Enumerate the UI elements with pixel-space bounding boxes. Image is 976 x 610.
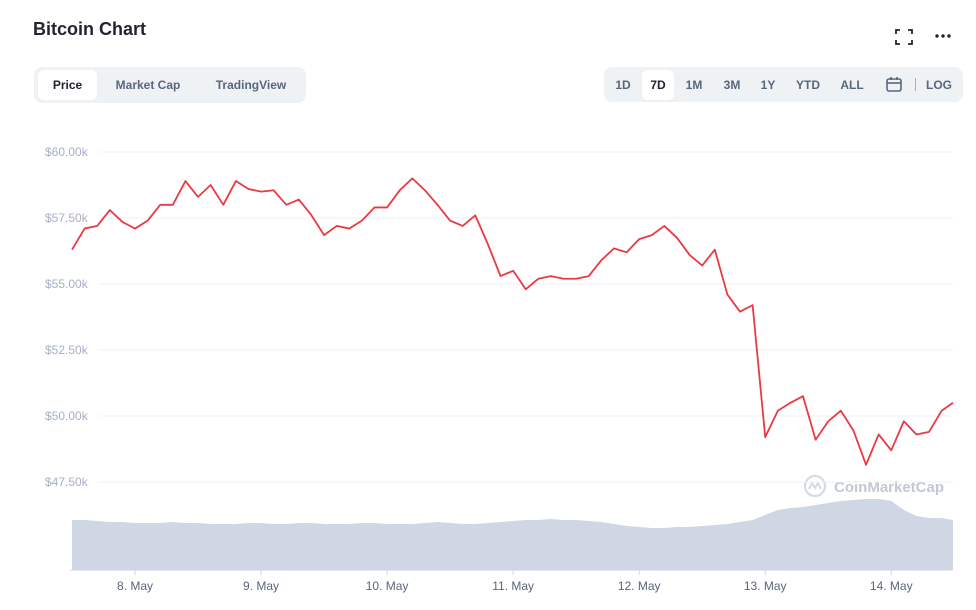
button[interactable]: TradingView — [215, 78, 287, 92]
button[interactable]: YTD — [796, 78, 820, 92]
separator — [915, 78, 916, 91]
calendar-icon[interactable] — [886, 76, 902, 92]
watermark-logo — [803, 474, 827, 498]
y-tick-label: $52.50k — [45, 343, 89, 357]
price-line — [71, 177, 954, 466]
button[interactable]: 1Y — [760, 78, 776, 92]
fullscreen-icon[interactable] — [895, 29, 913, 45]
y-tick-label: $60.00k — [45, 145, 89, 159]
button[interactable]: 1D — [615, 78, 631, 92]
tab-group: Price Market Cap TradingView — [34, 67, 306, 103]
button[interactable]: 1M — [685, 78, 703, 92]
x-tick-label: 10. May — [366, 579, 409, 593]
button[interactable]: Price — [38, 70, 97, 100]
x-tick-label: 14. May — [870, 579, 913, 593]
x-tick-label: 12. May — [618, 579, 661, 593]
x-tick-label: 9. May — [243, 579, 279, 593]
button[interactable]: 7D — [642, 70, 674, 100]
button[interactable]: 3M — [723, 78, 741, 92]
button[interactable]: ALL — [840, 78, 864, 92]
y-tick-label: $50.00k — [45, 409, 89, 423]
x-tick-label: 13. May — [744, 579, 787, 593]
y-tick-label: $55.00k — [45, 277, 89, 291]
title: Bitcoin Chart — [33, 19, 147, 39]
button[interactable]: LOG — [926, 78, 952, 92]
button[interactable]: Market Cap — [115, 78, 181, 92]
x-tick-label: 8. May — [117, 579, 153, 593]
volume-area — [72, 499, 954, 570]
x-tick-label: 11. May — [492, 579, 534, 593]
watermark: CoinMarketCap — [834, 479, 944, 496]
y-tick-label: $57.50k — [45, 211, 89, 225]
y-tick-label: $47.50k — [45, 475, 89, 489]
range-group: 1D 7D 1M 3M 1Y YTD ALL LOG — [604, 67, 963, 102]
more-icon[interactable] — [934, 33, 952, 39]
